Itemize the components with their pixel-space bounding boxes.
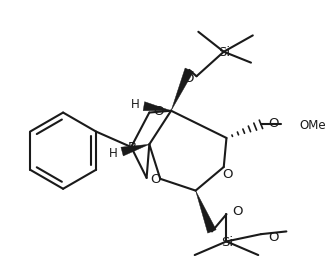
Polygon shape [171,68,193,111]
Text: Si: Si [219,46,231,59]
Polygon shape [143,102,171,111]
Text: H: H [109,147,117,160]
Text: OMe: OMe [299,119,326,132]
Text: O: O [232,205,243,218]
Polygon shape [121,144,149,156]
Polygon shape [196,191,216,233]
Text: O: O [183,72,194,84]
Text: H: H [130,98,139,111]
Text: B: B [127,141,137,155]
Text: O: O [150,173,161,186]
Text: Si: Si [221,236,233,249]
Text: O: O [268,231,279,244]
Text: O: O [153,105,164,118]
Text: O: O [222,168,233,181]
Text: O: O [268,117,279,130]
